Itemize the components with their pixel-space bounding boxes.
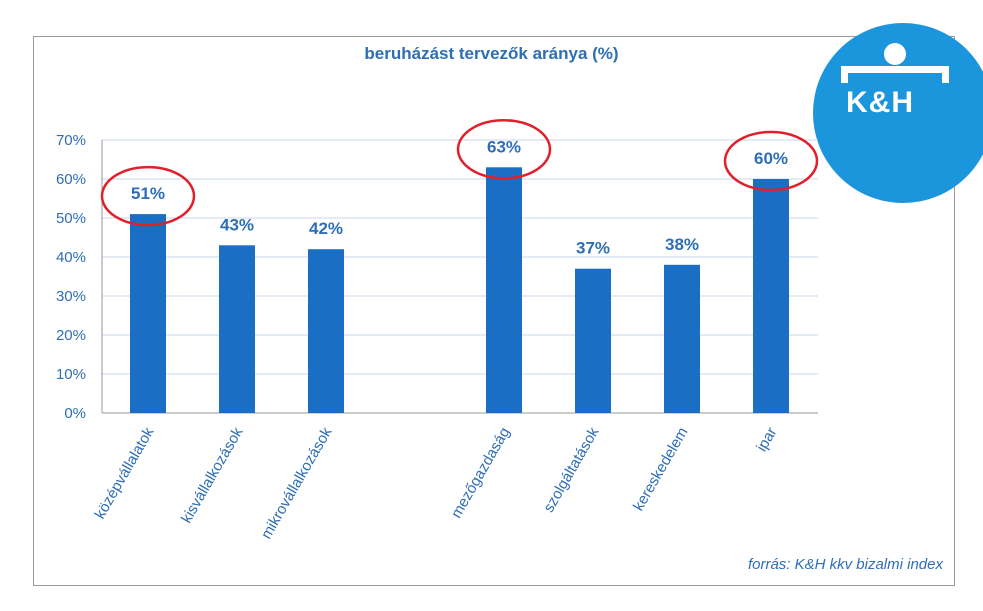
y-tick-label: 70% (56, 132, 86, 149)
data-label: 51% (131, 184, 165, 203)
highlight-circle (100, 165, 196, 227)
bar (664, 264, 700, 413)
data-label: 60% (754, 149, 788, 168)
x-tick-label: mezőgazdaság (448, 425, 514, 522)
data-label: 37% (576, 239, 610, 258)
bar (753, 179, 789, 413)
bar (219, 245, 255, 413)
x-tick-label: szolgáltatások (540, 424, 602, 515)
highlight-circle (723, 130, 819, 192)
source-note: forrás: K&H kkv bizalmi index (747, 556, 943, 573)
y-tick-label: 0% (64, 405, 86, 422)
bar (575, 268, 611, 413)
x-tick-label: középvállalatok (91, 424, 157, 522)
data-label: 38% (665, 235, 699, 254)
y-tick-label: 50% (56, 210, 86, 227)
y-tick-label: 30% (56, 288, 86, 305)
y-tick-label: 20% (56, 327, 86, 344)
bar (130, 214, 166, 413)
brand-logo-text: K&H (846, 86, 914, 119)
y-tick-label: 10% (56, 366, 86, 383)
data-label: 42% (309, 219, 343, 238)
x-tick-label: kisvállalkozások (178, 424, 247, 526)
chart-title: beruházást tervezők aránya (%) (364, 44, 619, 63)
y-tick-label: 40% (56, 249, 86, 266)
y-tick-label: 60% (56, 171, 86, 188)
highlight-circle (456, 119, 552, 180)
bar (308, 249, 344, 413)
x-tick-label: kereskedelem (630, 425, 691, 514)
x-tick-label: mikrovállalkozások (258, 424, 336, 542)
bar (486, 167, 522, 413)
bed-logo-icon (841, 43, 949, 83)
data-label: 63% (487, 137, 521, 156)
data-label: 43% (220, 215, 254, 234)
x-tick-label: ipar (753, 424, 780, 454)
